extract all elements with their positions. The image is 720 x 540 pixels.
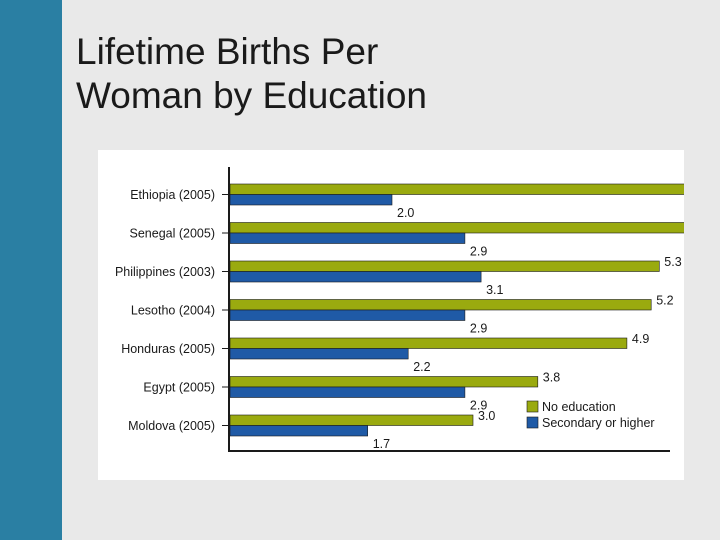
category-label: Moldova (2005) bbox=[128, 419, 215, 433]
category-label: Egypt (2005) bbox=[143, 381, 215, 395]
data-label: 5.2 bbox=[656, 294, 673, 308]
bar-secondary-or-higher bbox=[229, 271, 482, 283]
data-label: 2.9 bbox=[470, 322, 487, 336]
bar-no-education bbox=[229, 414, 474, 426]
data-label: 3.1 bbox=[486, 283, 503, 297]
bar-secondary-or-higher bbox=[229, 386, 466, 398]
bar-secondary-or-higher bbox=[229, 425, 368, 437]
data-label: 1.7 bbox=[373, 437, 390, 451]
data-label: 5.3 bbox=[664, 255, 681, 269]
side-accent-bar bbox=[0, 0, 62, 540]
category-label: Lesotho (2004) bbox=[131, 304, 215, 318]
slide-title-line-2: Woman by Education bbox=[76, 75, 428, 116]
bar-secondary-or-higher bbox=[229, 309, 466, 321]
bar-no-education bbox=[229, 183, 684, 195]
slide-title-line-1: Lifetime Births Per bbox=[76, 31, 379, 72]
category-label: Senegal (2005) bbox=[130, 227, 215, 241]
data-label: 2.0 bbox=[397, 206, 414, 220]
data-label: 2.9 bbox=[470, 399, 487, 413]
bar-no-education bbox=[229, 376, 539, 388]
legend-label: Secondary or higher bbox=[542, 416, 655, 430]
legend-swatch-secondary-or-higher bbox=[526, 416, 539, 429]
data-label: 2.2 bbox=[413, 360, 430, 374]
data-label: 3.8 bbox=[543, 371, 560, 385]
legend-label: No education bbox=[542, 400, 616, 414]
slide-title: Lifetime Births Per Woman by Education bbox=[76, 30, 696, 118]
bar-secondary-or-higher bbox=[229, 232, 466, 244]
bar-no-education bbox=[229, 337, 628, 349]
data-label: 3.0 bbox=[478, 409, 495, 423]
bar-no-education bbox=[229, 299, 652, 311]
bar-no-education bbox=[229, 222, 684, 234]
bar-secondary-or-higher bbox=[229, 348, 409, 360]
bar-secondary-or-higher bbox=[229, 194, 393, 206]
bar-no-education bbox=[229, 260, 660, 272]
data-label: 2.9 bbox=[470, 245, 487, 259]
category-label: Honduras (2005) bbox=[121, 342, 215, 356]
legend-swatch-no-education bbox=[526, 400, 539, 413]
category-label: Ethiopia (2005) bbox=[130, 188, 215, 202]
category-label: Philippines (2003) bbox=[115, 265, 215, 279]
data-label: 4.9 bbox=[632, 332, 649, 346]
